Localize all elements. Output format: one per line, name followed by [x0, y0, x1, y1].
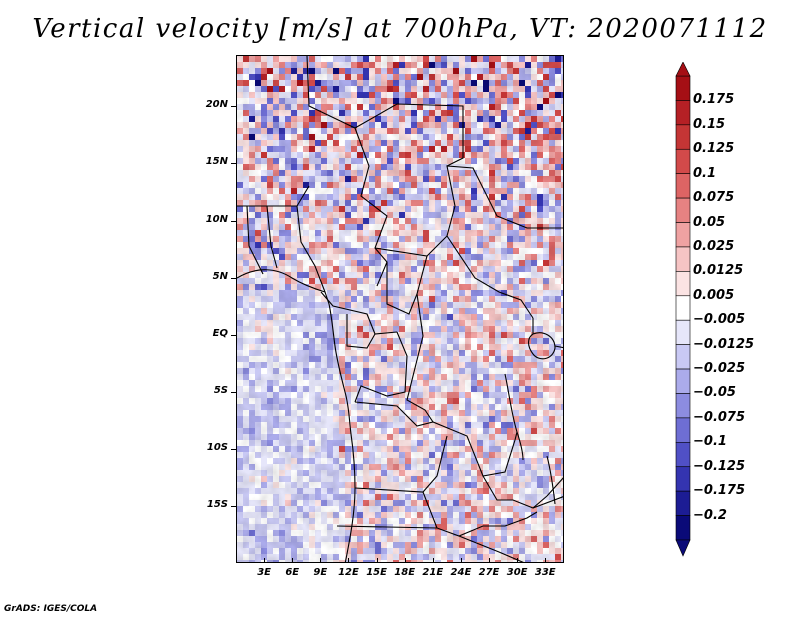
- lat-tick: [231, 163, 236, 165]
- lat-tick-label: 5N: [212, 270, 228, 282]
- velocity-shading: [237, 56, 563, 562]
- lon-tick-label: 30E: [506, 567, 528, 578]
- lon-tick-label: 15E: [366, 567, 387, 578]
- colorbar-segment: [675, 246, 691, 272]
- lon-tick-label: 6E: [285, 567, 300, 578]
- colorbar-tick-label: 0.05: [693, 214, 726, 230]
- colorbar-segment: [675, 124, 691, 150]
- colorbar-segment: [675, 295, 691, 321]
- lat-tick: [231, 277, 236, 279]
- lon-tick: [404, 558, 406, 563]
- colorbar-tick-label: 0.1: [693, 165, 717, 181]
- colorbar-segment: [675, 368, 691, 394]
- colorbar-segment: [675, 490, 691, 516]
- colorbar-tick-label: 0.175: [693, 92, 735, 108]
- colorbar-segment: [675, 466, 691, 492]
- lat-tick: [231, 448, 236, 450]
- lon-tick-label: 18E: [394, 567, 416, 578]
- colorbar-segment: [675, 442, 691, 468]
- colorbar-segment: [675, 515, 691, 541]
- colorbar-tick-label: −0.0125: [693, 336, 755, 352]
- lon-tick: [517, 558, 519, 563]
- colorbar-segment: [675, 393, 691, 419]
- colorbar-max-arrow: [675, 62, 691, 77]
- colorbar: [675, 62, 691, 557]
- lat-tick-label: 5S: [213, 384, 228, 396]
- lon-tick-label: 21E: [422, 567, 444, 578]
- colorbar-tick-label: 0.075: [693, 190, 735, 206]
- chart-title: Vertical velocity [m/s] at 700hPa, VT: 2…: [32, 14, 768, 44]
- colorbar-tick-label: −0.025: [693, 361, 746, 377]
- lat-tick-label: 15S: [206, 498, 228, 510]
- colorbar-segment: [675, 222, 691, 248]
- lon-tick: [348, 558, 350, 563]
- lon-tick: [292, 558, 294, 563]
- colorbar-tick-label: 0.15: [693, 116, 726, 132]
- colorbar-tick-label: 0.005: [693, 287, 735, 303]
- lat-tick-label: 10S: [206, 441, 228, 453]
- colorbar-segment: [675, 197, 691, 223]
- colorbar-tick-label: 0.125: [693, 141, 735, 157]
- vertical-velocity-field: [237, 56, 563, 562]
- lat-tick-label: 20N: [205, 99, 228, 111]
- colorbar-tick-label: −0.175: [693, 483, 746, 499]
- lat-tick: [231, 220, 236, 222]
- lon-tick-label: 12E: [338, 567, 359, 578]
- colorbar-segment: [675, 173, 691, 199]
- colorbar-tick-label: 0.0125: [693, 263, 744, 279]
- colorbar-min-arrow: [675, 539, 691, 557]
- lat-tick-label: 15N: [205, 156, 228, 168]
- lat-tick-label: EQ: [212, 327, 228, 339]
- colorbar-tick-label: −0.05: [693, 385, 736, 401]
- lat-tick: [231, 106, 236, 108]
- colorbar-segment: [675, 148, 691, 174]
- lon-tick: [432, 558, 434, 563]
- lon-tick-label: 9E: [313, 567, 328, 578]
- colorbar-tick-label: −0.1: [693, 434, 727, 450]
- lat-tick-label: 10N: [205, 213, 228, 225]
- lon-tick: [460, 558, 462, 563]
- lon-tick: [489, 558, 491, 563]
- colorbar-tick-label: −0.125: [693, 458, 746, 474]
- lon-tick: [264, 558, 266, 563]
- lat-tick: [231, 505, 236, 507]
- colorbar-tick-label: −0.2: [693, 507, 727, 523]
- colorbar-segment: [675, 271, 691, 297]
- colorbar-segment: [675, 417, 691, 443]
- lat-tick: [231, 334, 236, 336]
- lon-tick-label: 3E: [257, 567, 271, 578]
- colorbar-segment: [675, 75, 691, 101]
- country-borders: [237, 56, 563, 562]
- colorbar-segment: [675, 319, 691, 345]
- lon-tick-label: 33E: [534, 567, 556, 578]
- colorbar-tick-label: −0.075: [693, 409, 746, 425]
- software-credit: GrADS: IGES/COLA: [4, 604, 98, 614]
- lon-tick: [545, 558, 547, 563]
- colorbar-segment: [675, 100, 691, 126]
- lon-tick: [320, 558, 322, 563]
- lon-tick: [376, 558, 378, 563]
- lat-tick: [231, 391, 236, 393]
- field-grain: [237, 56, 563, 562]
- coastline: [237, 269, 356, 562]
- map-panel: [236, 55, 564, 563]
- lake-victoria: [527, 332, 556, 360]
- colorbar-segment: [675, 344, 691, 370]
- lon-tick-label: 27E: [478, 567, 500, 578]
- colorbar-tick-label: −0.005: [693, 312, 746, 328]
- colorbar-tick-label: 0.025: [693, 238, 735, 254]
- lon-tick-label: 24E: [450, 567, 472, 578]
